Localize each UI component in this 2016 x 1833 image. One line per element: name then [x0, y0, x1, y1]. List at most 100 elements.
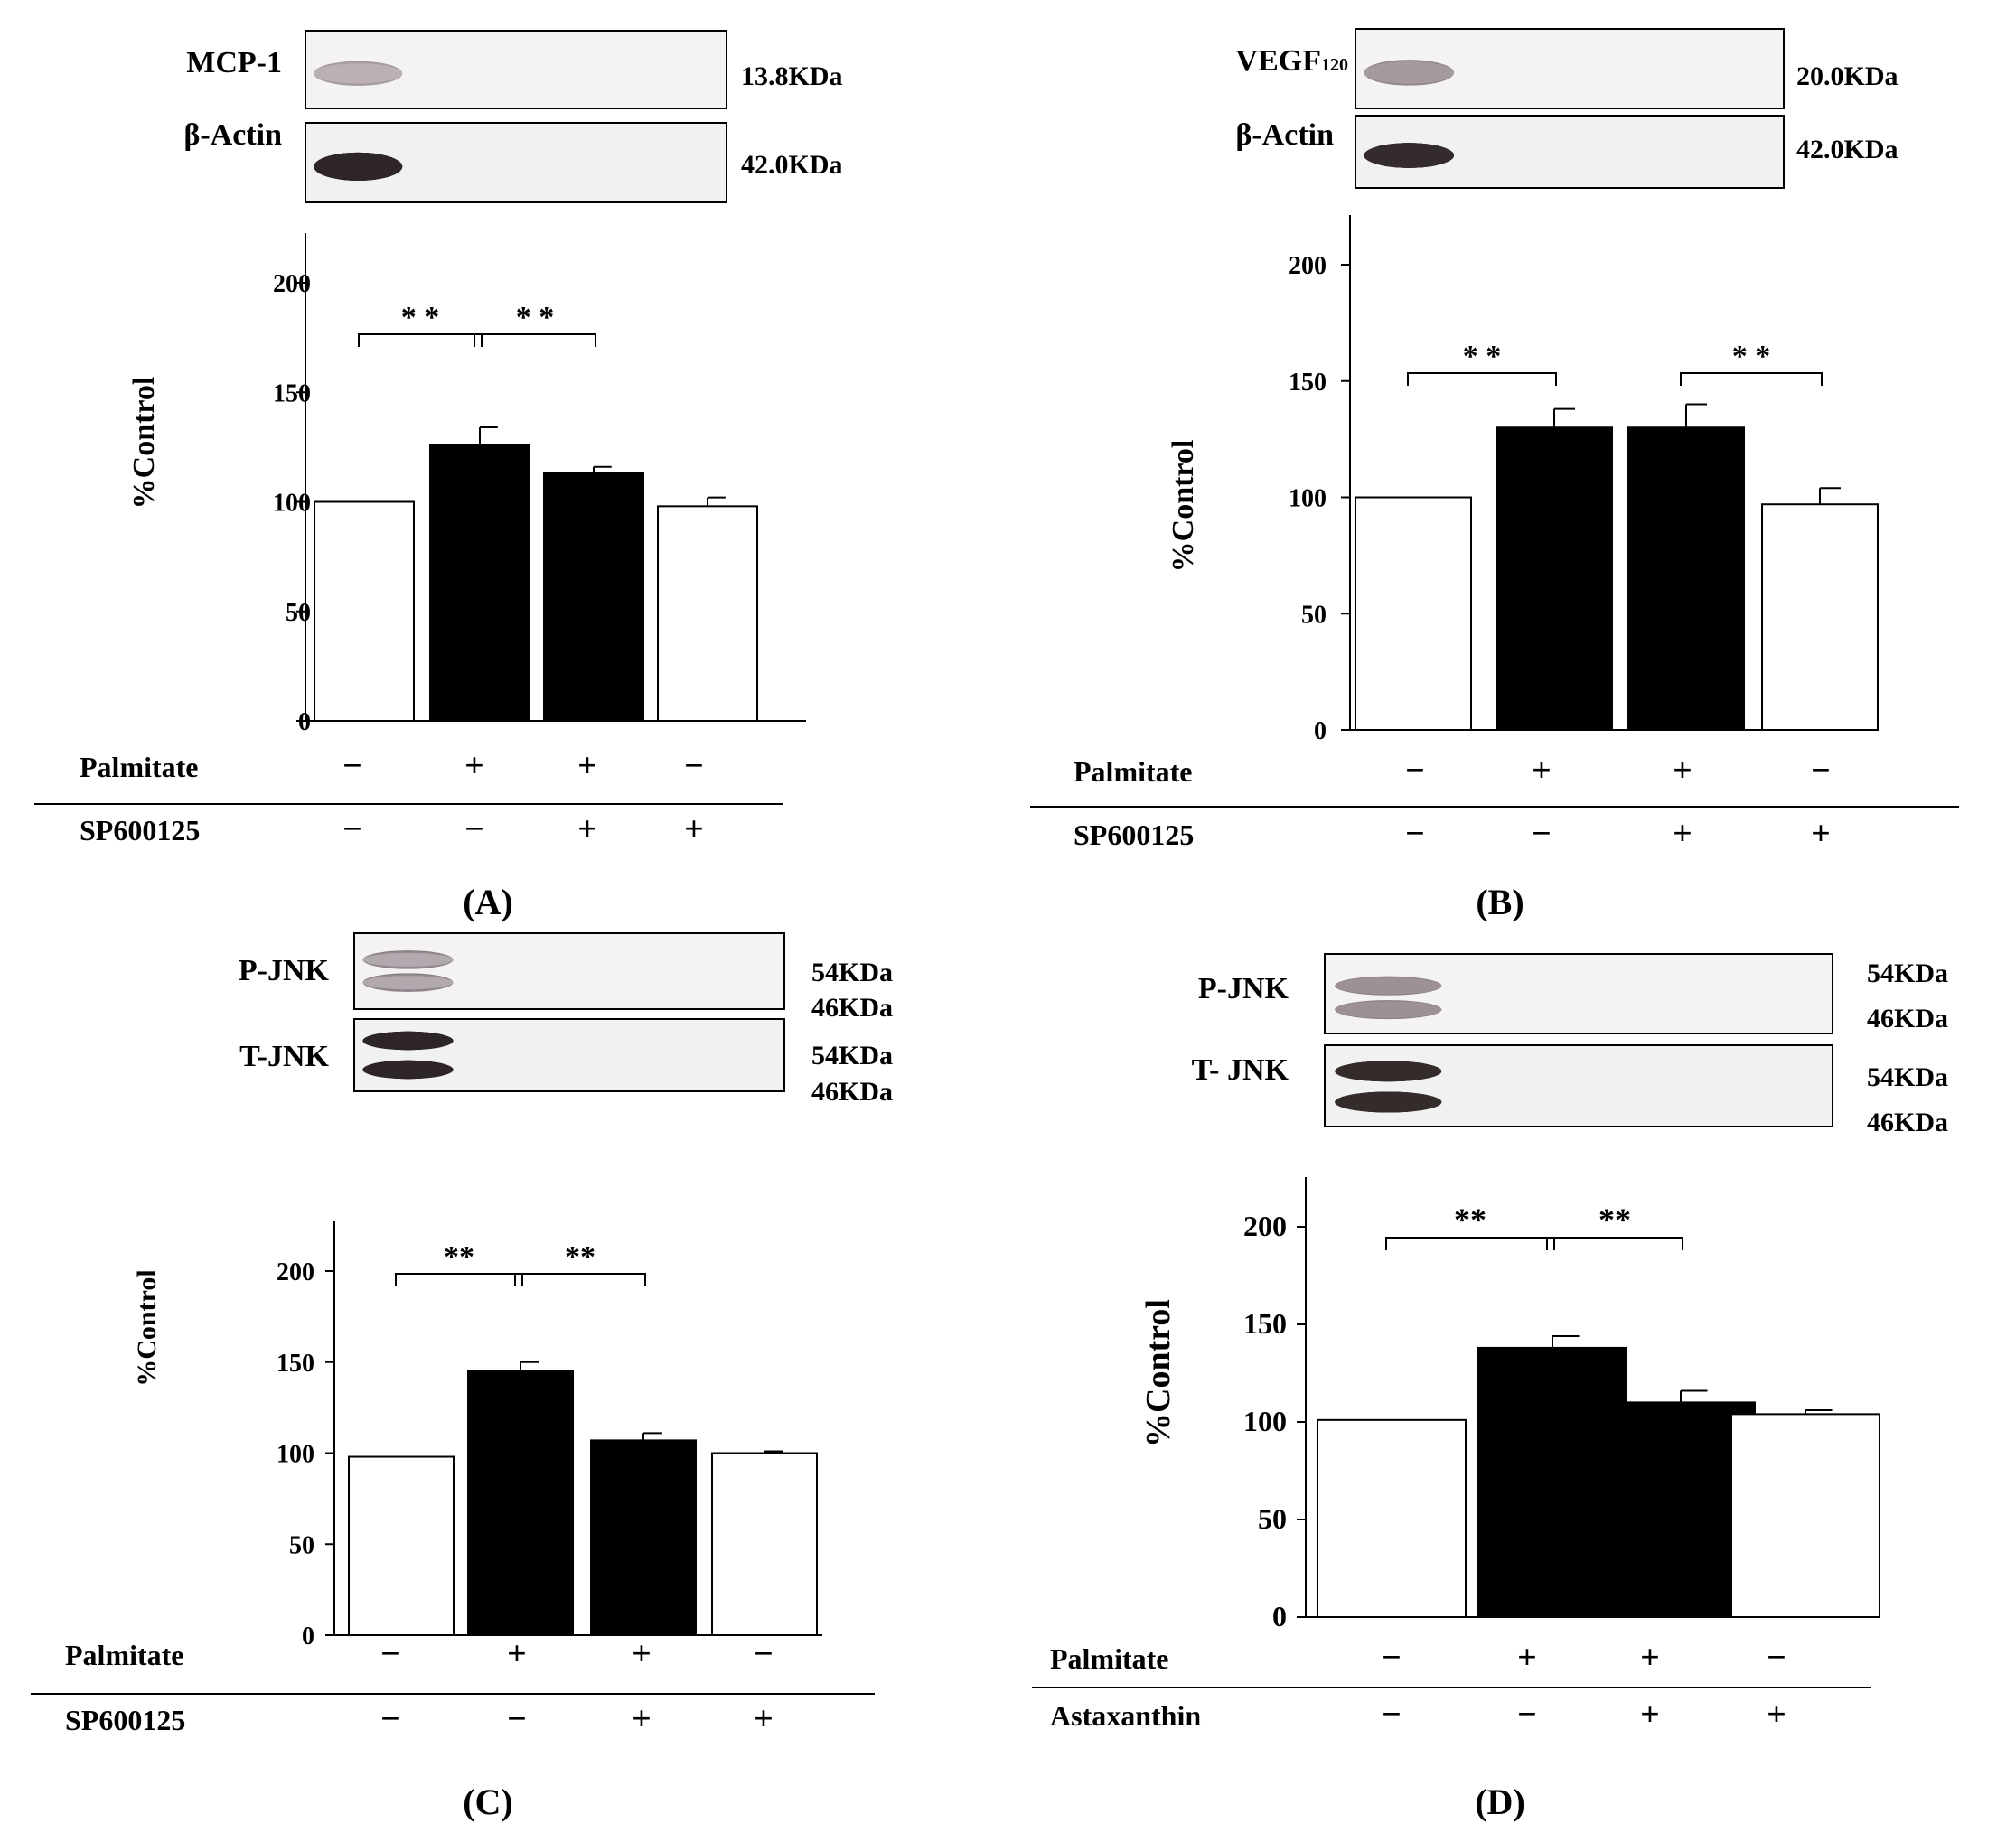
- blot-label: β-Actin: [1235, 118, 1334, 152]
- significance-marker: **: [565, 1240, 595, 1274]
- blot-frame: [353, 932, 785, 1010]
- y-axis-label: %Control: [127, 377, 161, 510]
- significance-marker: **: [1599, 1202, 1631, 1238]
- condition-sign: −: [1811, 752, 1831, 790]
- y-tick-label: 150: [1243, 1307, 1287, 1340]
- molecular-weight-label: 42.0KDa: [1796, 135, 1899, 164]
- bracket-line: [358, 333, 483, 347]
- blot-band: [1364, 61, 1455, 84]
- panel-d: P-JNK 54KDa 46KDa T- JNK 54KDa 46KDa 0 50 100 150…: [1032, 953, 1948, 1822]
- blot-band: [362, 1031, 454, 1051]
- bar-chart: 0 50 100 150 200 %Control ** **: [1139, 1177, 1880, 1632]
- treatment-table: Palmitate − + + − SP600125 − − + +: [34, 747, 783, 848]
- y-tick-label: 200: [1243, 1210, 1287, 1242]
- molecular-weight-label: 46KDa: [1867, 1108, 1948, 1137]
- significance-bracket: **: [395, 1240, 523, 1286]
- bar: [711, 1452, 818, 1636]
- condition-sign: +: [1640, 1696, 1660, 1734]
- condition-label: Palmitate: [1050, 1642, 1169, 1675]
- y-tick-label: 50: [289, 1531, 314, 1559]
- y-tick-label: 0: [1314, 717, 1327, 745]
- bracket-line: [514, 1273, 646, 1286]
- molecular-weight-label: 54KDa: [1867, 959, 1948, 988]
- y-axis-label: %Control: [1167, 440, 1200, 573]
- y-axis-label: %Control: [132, 1269, 162, 1386]
- condition-sign: −: [1767, 1639, 1786, 1677]
- bar: [543, 472, 644, 722]
- y-tick-label: 200: [1289, 252, 1327, 280]
- bracket-line: [1407, 372, 1557, 386]
- y-tick-label: 100: [1243, 1405, 1287, 1437]
- molecular-weight-label: 42.0KDa: [741, 150, 843, 180]
- bar: [1355, 496, 1472, 731]
- condition-sign: −: [507, 1700, 527, 1738]
- bar: [1761, 503, 1879, 731]
- y-tick-label: 100: [1289, 485, 1327, 513]
- panel-label: (C): [463, 1782, 513, 1822]
- y-tick-label: 0: [302, 1623, 314, 1651]
- panel-b: VEGF120 20.0KDa β-Actin 42.0KDa 0 50 100 150 200…: [1030, 28, 1959, 922]
- panel-label: (D): [1475, 1782, 1525, 1822]
- condition-sign: −: [1532, 815, 1552, 853]
- significance-marker: **: [444, 1240, 474, 1274]
- blot-band: [362, 952, 454, 967]
- bar-chart: 0 50 100 150 200 %Control * * * *: [127, 233, 806, 736]
- condition-sign: −: [1382, 1639, 1402, 1677]
- blot-band: [314, 63, 403, 84]
- molecular-weight-label: 46KDa: [811, 1077, 893, 1107]
- blot-band: [1335, 977, 1442, 995]
- blot-mcp-1: MCP-1 13.8KDa: [186, 30, 843, 109]
- molecular-weight-label: 46KDa: [1867, 1004, 1948, 1033]
- blot-label: MCP-1: [186, 46, 282, 79]
- bracket-line: [1680, 372, 1823, 386]
- significance-marker: * *: [1463, 340, 1502, 373]
- y-tick-label: 50: [1258, 1502, 1287, 1535]
- blot-t-jnk: T- JNK 54KDa 46KDa: [1192, 1044, 1948, 1137]
- panel-c: P-JNK 54KDa 46KDa T-JNK 54KDa 46KDa 0 50 100 150 2…: [31, 932, 893, 1822]
- significance-bracket: * *: [1407, 340, 1557, 386]
- molecular-weight-label: 46KDa: [811, 993, 893, 1023]
- condition-sign: +: [577, 810, 597, 848]
- significance-marker: * *: [516, 301, 555, 334]
- condition-sign: +: [464, 747, 484, 785]
- y-tick-label: 200: [277, 1258, 314, 1286]
- condition-sign: −: [380, 1635, 400, 1673]
- condition-sign: +: [1673, 815, 1693, 853]
- molecular-weight-label: 54KDa: [811, 958, 893, 987]
- condition-label: SP600125: [1074, 818, 1194, 851]
- bar: [657, 505, 758, 722]
- treatment-table: Palmitate − + + − SP600125 − − + +: [31, 1635, 875, 1738]
- blot-p-jnk: P-JNK 54KDa 46KDa: [1198, 953, 1948, 1034]
- bar: [1496, 426, 1613, 731]
- condition-label: SP600125: [80, 814, 200, 846]
- condition-sign: +: [1673, 752, 1693, 790]
- condition-label: Palmitate: [1074, 755, 1193, 788]
- y-tick-label: 0: [1272, 1600, 1287, 1632]
- blot-frame: [1355, 115, 1785, 189]
- significance-bracket: **: [1546, 1202, 1683, 1250]
- bar: [1317, 1418, 1467, 1618]
- bar-chart: 0 50 100 150 200 %Control ** **: [132, 1221, 822, 1651]
- blot-band: [362, 1060, 454, 1080]
- significance-bracket: **: [514, 1240, 646, 1286]
- condition-sign: +: [1811, 815, 1831, 853]
- molecular-weight-label: 20.0KDa: [1796, 61, 1899, 91]
- condition-sign: −: [342, 810, 362, 848]
- condition-sign: +: [1767, 1696, 1786, 1734]
- y-tick-label: 150: [273, 379, 311, 407]
- bar: [1606, 1401, 1756, 1619]
- treatment-table: Palmitate − + + − Astaxanthin − − + +: [1032, 1639, 1871, 1734]
- bracket-line: [1546, 1237, 1683, 1250]
- condition-sign: −: [754, 1635, 774, 1673]
- y-tick-label: 100: [273, 490, 311, 518]
- significance-marker: * *: [401, 301, 440, 334]
- y-axis-label: %Control: [1139, 1299, 1177, 1447]
- blot-frame: [1324, 1044, 1833, 1127]
- blot-band: [362, 974, 454, 991]
- blot-label-subscript: 120: [1321, 55, 1348, 75]
- y-tick-label: 200: [273, 270, 311, 298]
- condition-sign: −: [342, 747, 362, 785]
- panel-label: (B): [1476, 882, 1524, 922]
- blot-t-jnk: T-JNK 54KDa 46KDa: [239, 1018, 893, 1107]
